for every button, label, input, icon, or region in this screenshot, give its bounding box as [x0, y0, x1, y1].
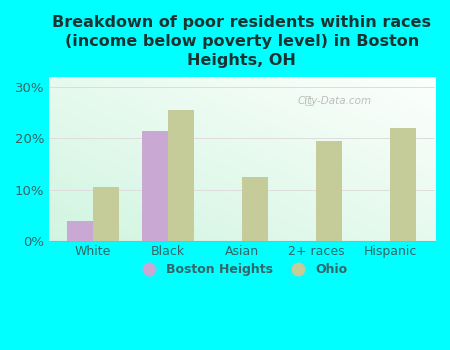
Bar	[67, 221, 93, 241]
Text: City-Data.com: City-Data.com	[297, 96, 372, 106]
Text: ⓘ: ⓘ	[304, 96, 311, 106]
Bar	[142, 131, 167, 241]
Bar	[242, 177, 268, 241]
Bar	[316, 141, 342, 241]
Bar	[391, 128, 416, 241]
Legend: Boston Heights, Ohio: Boston Heights, Ohio	[131, 258, 353, 281]
Title: Breakdown of poor residents within races
(income below poverty level) in Boston
: Breakdown of poor residents within races…	[52, 15, 432, 68]
Bar	[93, 187, 119, 241]
Bar	[167, 110, 194, 241]
